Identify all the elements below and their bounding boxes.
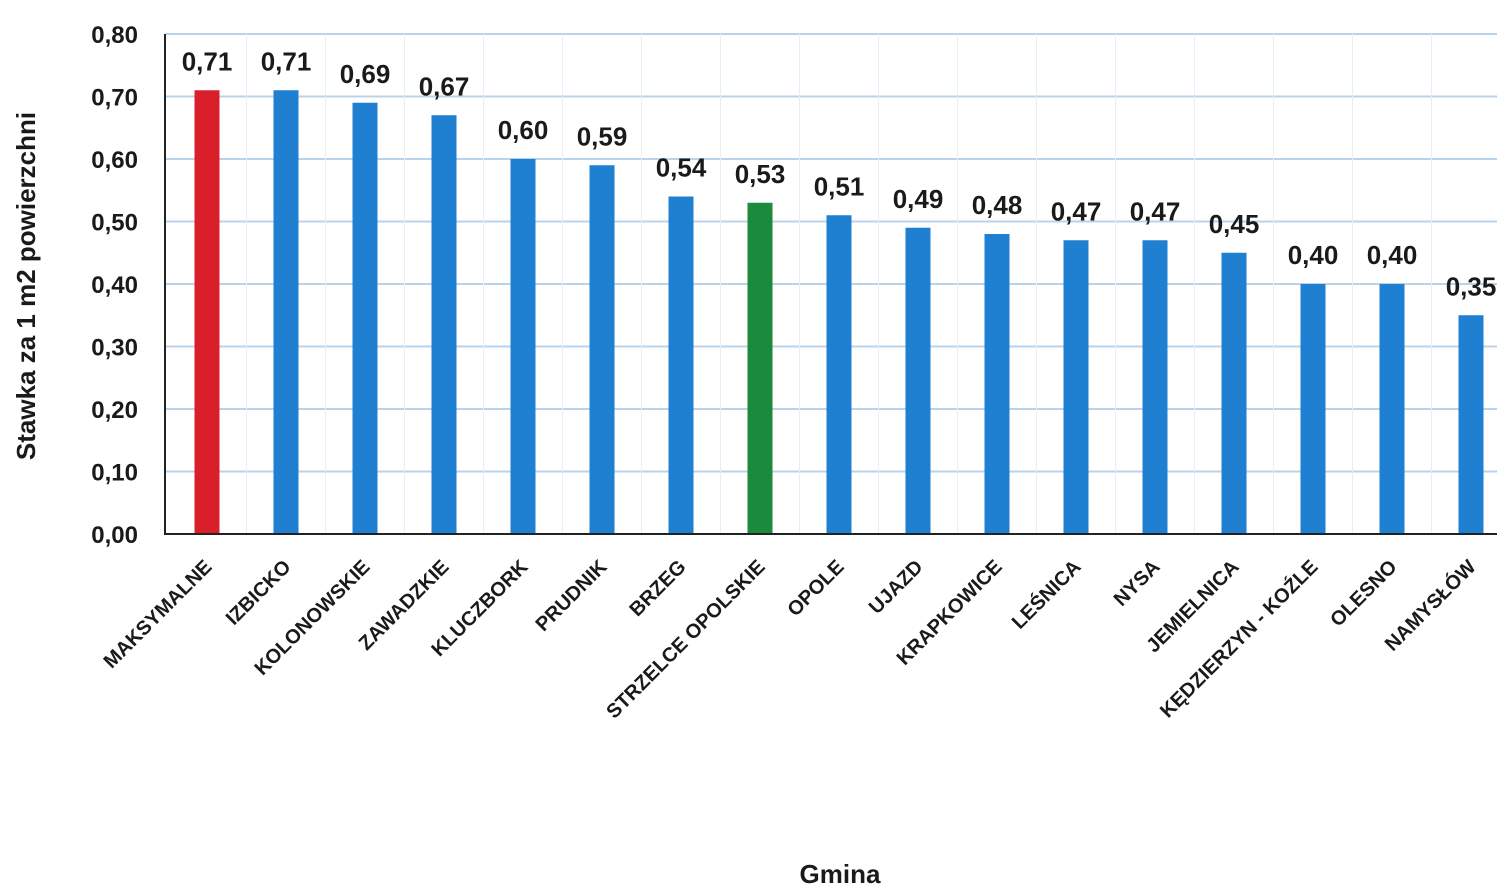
bar <box>669 197 694 535</box>
y-axis-title: Stawka za 1 m2 powierzchni <box>11 112 41 460</box>
data-label: 0,48 <box>972 190 1023 220</box>
y-tick-label: 0,50 <box>91 210 138 237</box>
data-label: 0,40 <box>1367 240 1418 270</box>
y-tick-label: 0,30 <box>91 335 138 362</box>
x-tick-label: KĘDZIERZYN - KOŹLE <box>1155 555 1322 722</box>
data-label: 0,45 <box>1209 209 1260 239</box>
y-tick-label: 0,80 <box>91 22 138 49</box>
bar <box>827 215 852 534</box>
x-tick-label: MAKSYMALNE <box>100 556 217 673</box>
data-label: 0,69 <box>340 59 391 89</box>
y-tick-labels: 0,00 0,10 0,20 0,30 0,40 0,50 0,60 0,70 0,80 <box>91 22 138 549</box>
y-tick-label: 0,00 <box>91 522 138 549</box>
data-label: 0,51 <box>814 171 865 201</box>
x-tick-label: OLESNO <box>1326 556 1401 631</box>
bar <box>511 159 536 534</box>
bar <box>274 90 299 534</box>
bar <box>1459 315 1484 534</box>
x-tick-label: UJAZD <box>865 556 928 619</box>
bar <box>906 228 931 534</box>
data-label: 0,60 <box>498 115 549 145</box>
data-label: 0,47 <box>1130 196 1181 226</box>
bar <box>353 103 378 534</box>
bar <box>1380 284 1405 534</box>
data-label: 0,53 <box>735 159 786 189</box>
x-tick-label: BRZEG <box>625 556 690 621</box>
y-tick-label: 0,60 <box>91 147 138 174</box>
bars <box>195 90 1484 534</box>
bar <box>195 90 220 534</box>
x-axis-title: Gmina <box>800 859 881 889</box>
bar <box>1301 284 1326 534</box>
data-label: 0,47 <box>1051 196 1102 226</box>
y-tick-label: 0,40 <box>91 272 138 299</box>
x-tick-label: NYSA <box>1110 556 1165 611</box>
bar <box>590 165 615 534</box>
x-tick-labels: MAKSYMALNE IZBICKOKOLONOWSKIEZAWADZKIEKLU… <box>100 554 1481 723</box>
x-tick-label: PRUDNIK <box>532 556 612 636</box>
data-label: 0,40 <box>1288 240 1339 270</box>
x-tick-label: IZBICKO <box>222 556 296 630</box>
y-tick-label: 0,10 <box>91 460 138 487</box>
x-tick-label: LEŚNICA <box>1006 555 1085 634</box>
data-label: 0,71 <box>261 46 312 76</box>
data-label: 0,59 <box>577 121 628 151</box>
data-label: 0,54 <box>656 153 707 183</box>
bar <box>985 234 1010 534</box>
data-label: 0,71 <box>182 46 233 76</box>
y-tick-label: 0,70 <box>91 85 138 112</box>
bar <box>1064 240 1089 534</box>
bar <box>1143 240 1168 534</box>
data-label: 0,49 <box>893 184 944 214</box>
bar <box>432 115 457 534</box>
x-tick-label: STRZELCE OPOLSKIE <box>602 556 769 723</box>
y-tick-label: 0,20 <box>91 397 138 424</box>
x-tick-label: OPOLE <box>783 556 848 621</box>
data-label: 0,35 <box>1446 271 1497 301</box>
bar <box>748 203 773 534</box>
bar <box>1222 253 1247 534</box>
data-label: 0,67 <box>419 71 470 101</box>
